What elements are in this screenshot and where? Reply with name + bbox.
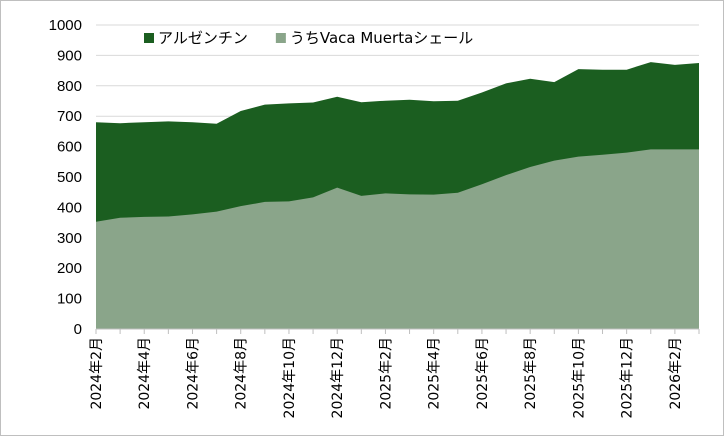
y-tick-label: 800 (57, 78, 82, 95)
x-tick-label: 2024年6月 (185, 337, 201, 410)
x-tick-label: 2025年10月 (571, 337, 587, 418)
y-tick-label: 200 (57, 260, 82, 277)
area-series-2 (96, 149, 699, 329)
legend-swatch-1 (144, 33, 154, 43)
x-tick-label: 2024年8月 (234, 337, 250, 410)
y-tick-label: 300 (57, 230, 82, 247)
x-tick-label: 2024年4月 (137, 337, 153, 410)
x-tick-label: 2026年2月 (668, 337, 684, 410)
x-tick-label: 2024年10月 (282, 337, 298, 418)
x-tick-label: 2025年2月 (378, 337, 394, 410)
y-tick-label: 600 (57, 139, 82, 156)
y-tick-label: 900 (57, 47, 82, 64)
y-tick-label: 1000 (49, 17, 82, 34)
y-tick-label: 400 (57, 199, 82, 216)
x-tick-label: 2025年12月 (620, 337, 636, 418)
y-tick-label: 100 (57, 291, 82, 308)
legend-label-1: アルゼンチン (158, 29, 248, 47)
areas (96, 62, 699, 330)
x-tick-label: 2025年6月 (475, 337, 491, 410)
y-tick-label: 500 (57, 169, 82, 186)
legend-swatch-2 (275, 33, 286, 43)
x-tick-label: 2025年8月 (523, 337, 539, 410)
legend: アルゼンチン うちVaca Muertaシェール (144, 29, 473, 47)
x-tick-label: 2025年4月 (427, 337, 443, 410)
legend-label-2: うちVaca Muertaシェール (290, 29, 473, 47)
x-tick-label: 2024年2月 (89, 337, 105, 410)
y-axis-ticks: 0 100 200 300 400 500 600 700 800 900 1000 (49, 17, 82, 338)
x-axis-ticks: 2024年2月 2024年4月 2024年6月 2024年8月 2024年10月 2024… (89, 329, 700, 418)
y-tick-label: 0 (74, 321, 82, 338)
y-tick-label: 700 (57, 108, 82, 125)
x-tick-label: 2024年12月 (330, 337, 346, 418)
